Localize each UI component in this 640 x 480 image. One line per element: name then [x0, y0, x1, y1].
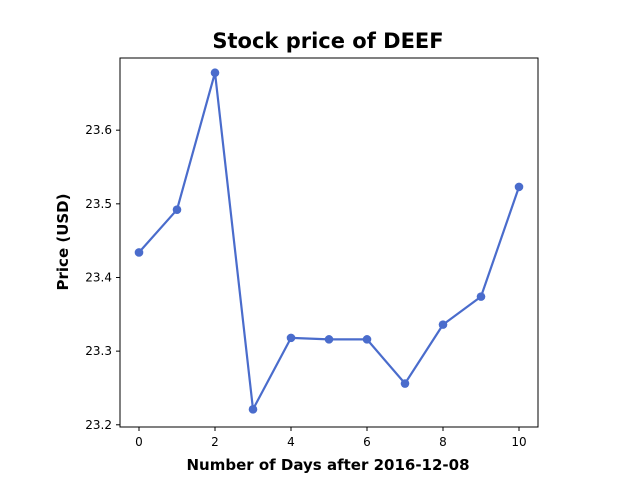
x-tick-label: 6 — [363, 435, 371, 449]
x-axis: 0 2 4 6 8 10 — [135, 427, 527, 449]
data-point — [134, 248, 144, 257]
y-tick-label: 23.4 — [85, 270, 112, 284]
chart-title: Stock price of DEEF — [212, 29, 443, 53]
data-point — [514, 182, 524, 192]
series-line-path — [138, 71, 521, 411]
x-axis-label: Number of Days after 2016-12-08 — [186, 456, 469, 474]
y-axis: 23.2 23.3 23.4 23.5 23.6 — [85, 123, 120, 432]
data-point — [324, 335, 334, 344]
data-point — [172, 205, 182, 215]
x-tick-label: 0 — [135, 435, 143, 449]
x-tick-label: 10 — [511, 435, 526, 449]
y-tick-label: 23.3 — [85, 344, 112, 358]
x-tick-label: 2 — [211, 435, 219, 449]
y-tick-label: 23.5 — [85, 197, 112, 211]
data-point — [286, 333, 296, 343]
y-tick-label: 23.2 — [85, 418, 112, 432]
data-point — [362, 335, 372, 344]
x-tick-label: 8 — [439, 435, 447, 449]
y-tick-label: 23.6 — [85, 123, 112, 137]
data-point — [476, 292, 486, 301]
x-tick-label: 4 — [287, 435, 295, 449]
data-point — [210, 68, 220, 78]
data-point — [248, 405, 258, 414]
series-line — [138, 71, 521, 411]
data-point — [400, 379, 410, 388]
data-point — [438, 320, 448, 329]
series-markers — [134, 68, 524, 414]
y-axis-label: Price (USD) — [54, 194, 72, 291]
plot-area — [119, 57, 539, 428]
